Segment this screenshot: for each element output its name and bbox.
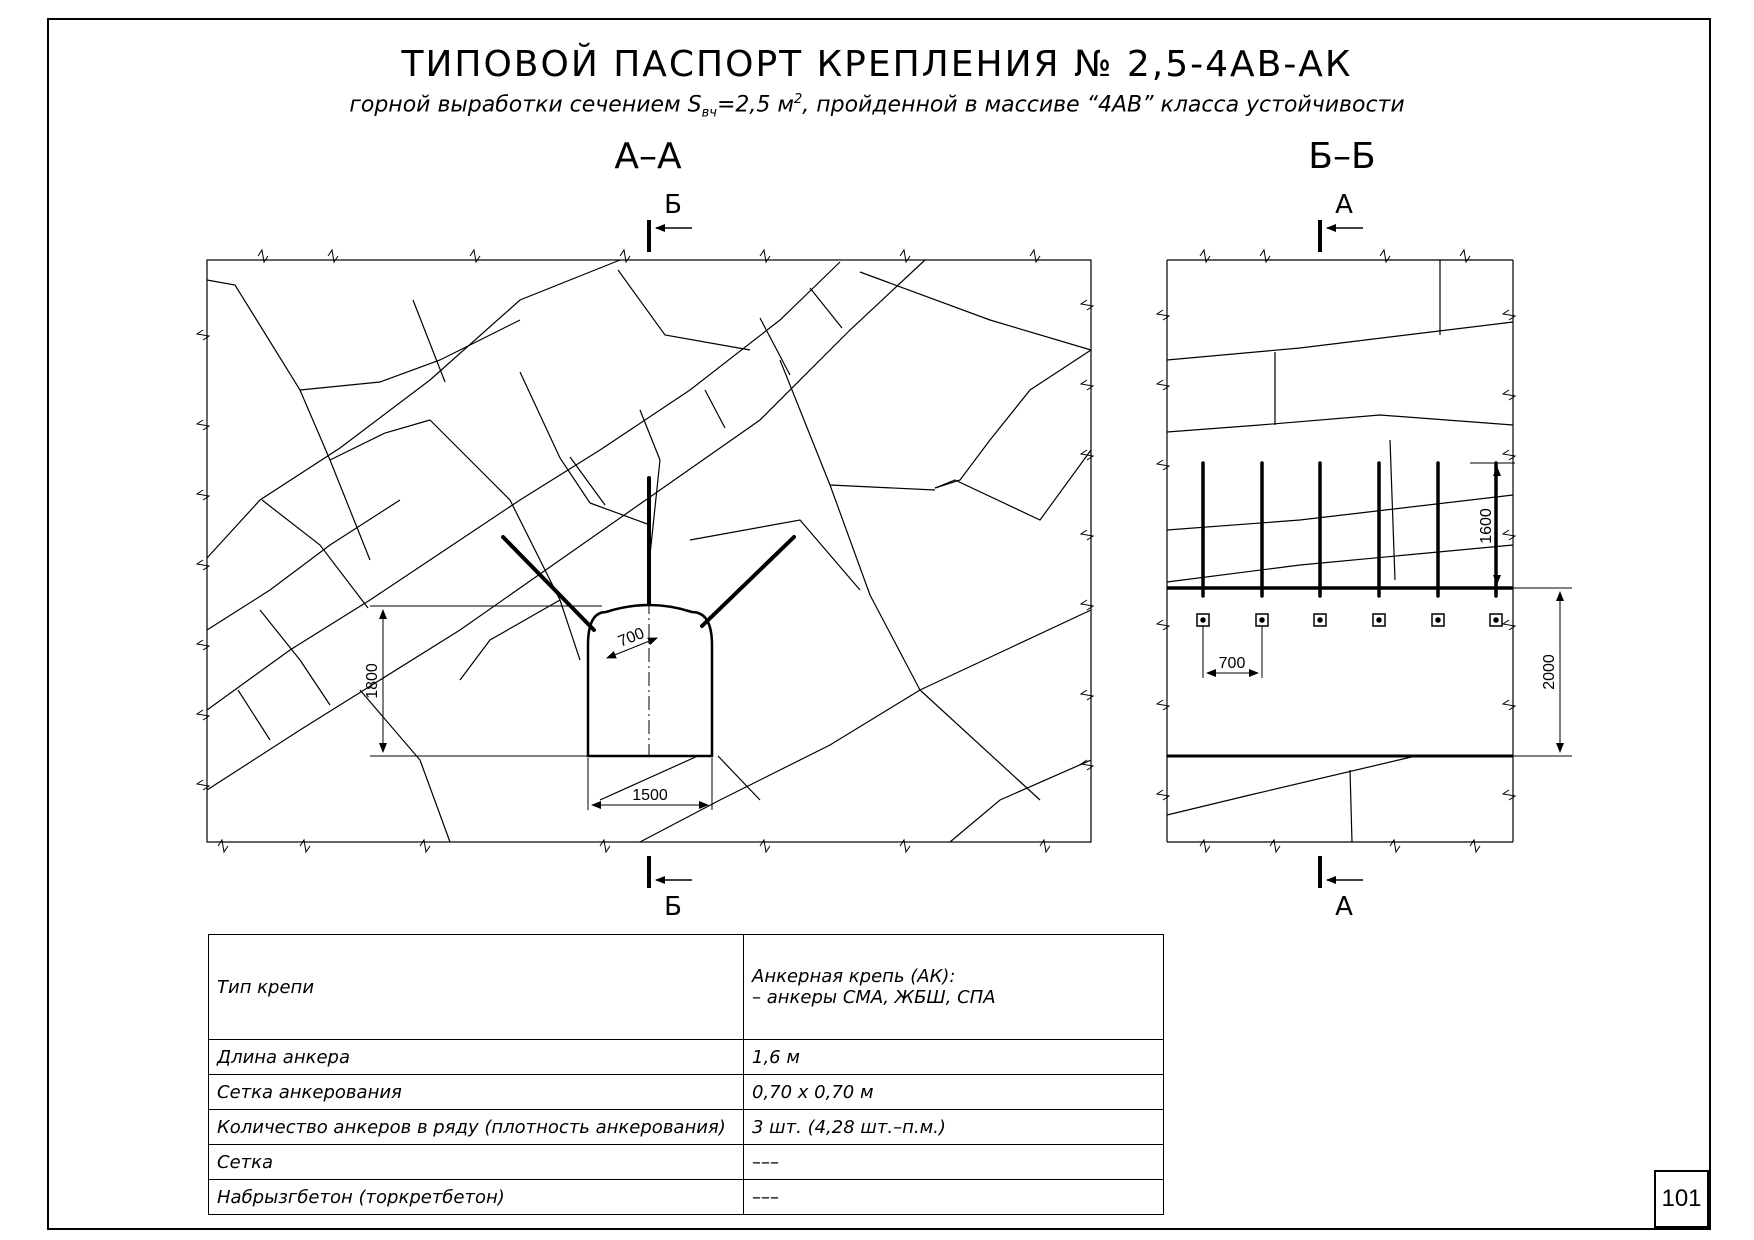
excavation-profile-aa bbox=[586, 600, 714, 758]
drawing-title: ТИПОВОЙ ПАСПОРТ КРЕПЛЕНИЯ № 2,5-4АВ-АК bbox=[401, 44, 1353, 85]
section-aa: А–А Б Б bbox=[195, 136, 1095, 922]
anchor-plates-bb bbox=[1196, 613, 1503, 627]
spec-value: 0,70 x 0,70 м bbox=[743, 1074, 1164, 1110]
subtitle-sub: вч bbox=[701, 105, 717, 121]
dimension-spacing-bb: 700 bbox=[1202, 626, 1263, 678]
spec-value: 1,6 м bbox=[743, 1039, 1164, 1075]
dimension-height-bb: 2000 bbox=[1513, 587, 1572, 757]
dimension-width-aa: 1500 bbox=[587, 758, 713, 810]
spec-row: Длина анкера 1,6 м bbox=[208, 1039, 1164, 1075]
spec-label: Тип крепи bbox=[208, 934, 744, 1040]
dimension-height-bb-label: 2000 bbox=[1541, 654, 1558, 690]
anchor-plate-bb-5 bbox=[1431, 613, 1445, 627]
spec-table: Тип крепи Анкерная крепь (АК): – анкеры С… bbox=[208, 934, 1164, 1215]
anchor-right-aa bbox=[700, 535, 796, 628]
dimension-anchor-bb: 1600 bbox=[1470, 462, 1515, 585]
spec-label: Количество анкеров в ряду (плотность анк… bbox=[208, 1109, 744, 1145]
dimension-height-aa: 1800 bbox=[364, 605, 602, 757]
anchors-aa bbox=[501, 476, 796, 632]
spec-row: Количество анкеров в ряду (плотность анк… bbox=[208, 1109, 1164, 1145]
spec-value-line: – анкеры СМА, ЖБШ, СПА bbox=[752, 987, 996, 1008]
spec-row: Сетка анкерования 0,70 x 0,70 м bbox=[208, 1074, 1164, 1110]
spec-row: Тип крепи Анкерная крепь (АК): – анкеры С… bbox=[208, 934, 1164, 1040]
subtitle-part1: горной выработки сечением S bbox=[349, 92, 702, 118]
spec-value: 3 шт. (4,28 шт.–п.м.) bbox=[743, 1109, 1164, 1145]
dimension-width-aa-label: 1500 bbox=[632, 787, 668, 804]
cut-marker-bottom-bb: А bbox=[1318, 856, 1363, 922]
cut-marker-top-aa-label: Б bbox=[664, 190, 682, 220]
anchor-plate-bb-3 bbox=[1313, 613, 1327, 627]
cut-marker-bottom-bb-label: А bbox=[1335, 892, 1353, 922]
spec-value: Анкерная крепь (АК): – анкеры СМА, ЖБШ, С… bbox=[743, 934, 1164, 1040]
spec-label: Длина анкера bbox=[208, 1039, 744, 1075]
drawing-frame bbox=[47, 18, 1711, 1230]
rock-fractures-aa bbox=[206, 259, 1092, 843]
dimension-spacing-bb-label: 700 bbox=[1219, 655, 1246, 672]
anchor-left-aa bbox=[501, 535, 596, 632]
spec-label: Сетка анкерования bbox=[208, 1074, 744, 1110]
anchor-plate-bb-6 bbox=[1489, 613, 1503, 627]
subtitle-part2: =2,5 м bbox=[716, 92, 794, 118]
spec-label: Набрызгбетон (торкретбетон) bbox=[208, 1179, 744, 1215]
break-marks-bb bbox=[1155, 248, 1517, 854]
rock-fractures-bb bbox=[1166, 260, 1514, 843]
spec-label: Сетка bbox=[208, 1144, 744, 1180]
cut-marker-top-bb-label: А bbox=[1335, 190, 1353, 220]
break-marks-aa bbox=[195, 248, 1095, 854]
subtitle-sup: 2 bbox=[793, 92, 803, 107]
page-number: 101 bbox=[1654, 1170, 1709, 1228]
subtitle-part3: , пройденной в массиве “4АВ” класса усто… bbox=[802, 92, 1405, 118]
rock-mass-boundary-aa bbox=[206, 259, 1092, 843]
dimension-anchor-bb-label: 1600 bbox=[1478, 508, 1495, 544]
spec-value-line: Анкерная крепь (АК): bbox=[752, 966, 956, 987]
cut-marker-bottom-aa: Б bbox=[647, 856, 692, 922]
spec-row: Набрызгбетон (торкретбетон) ––– bbox=[208, 1179, 1164, 1215]
spec-value: ––– bbox=[743, 1144, 1164, 1180]
cut-marker-top-aa: Б bbox=[647, 190, 692, 252]
anchor-plate-bb-4 bbox=[1372, 613, 1386, 627]
anchors-bb bbox=[1201, 461, 1498, 598]
section-bb: Б–Б А А bbox=[1155, 136, 1572, 922]
spec-row: Сетка ––– bbox=[208, 1144, 1164, 1180]
dimension-height-aa-label: 1800 bbox=[364, 663, 381, 699]
rock-mass-boundary-bb bbox=[1166, 259, 1514, 843]
spec-value: ––– bbox=[743, 1179, 1164, 1215]
section-bb-label: Б–Б bbox=[1308, 136, 1375, 177]
drawing-subtitle: горной выработки сечением Sвч=2,5 м2, пр… bbox=[0, 92, 1754, 121]
section-aa-label: А–А bbox=[614, 136, 682, 177]
cut-marker-bottom-aa-label: Б bbox=[664, 892, 682, 922]
cut-marker-top-bb: А bbox=[1318, 190, 1363, 252]
